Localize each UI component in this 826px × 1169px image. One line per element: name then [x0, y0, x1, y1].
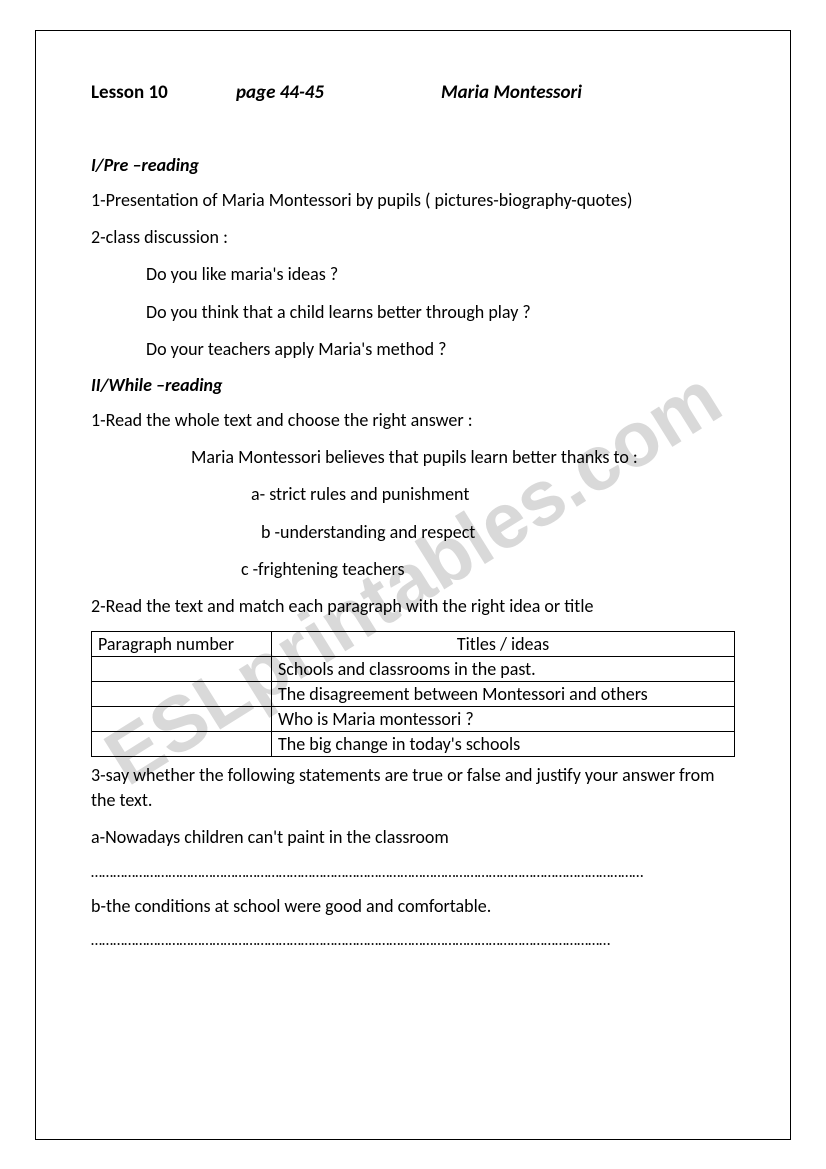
paragraph-table: Paragraph number Titles / ideas Schools … [91, 631, 735, 757]
table-row: The disagreement between Montessori and … [92, 682, 735, 707]
table-header-titles: Titles / ideas [272, 632, 735, 657]
paragraph-cell[interactable] [92, 657, 272, 682]
page-label: page 44-45 [236, 81, 441, 104]
option-a: a- strict rules and punishment [91, 482, 735, 507]
answer-line[interactable]: …………………………………………………………………………………………………………… [91, 863, 735, 882]
sec1-q1: Do you like maria's ideas ? [91, 262, 735, 287]
paragraph-cell[interactable] [92, 682, 272, 707]
lesson-label: Lesson 10 [91, 81, 236, 104]
title-cell: Who is Maria montessori ? [272, 707, 735, 732]
title-cell: The big change in today's schools [272, 732, 735, 757]
option-b: b -understanding and respect [91, 520, 735, 545]
sec1-q2: Do you think that a child learns better … [91, 300, 735, 325]
table-row: Schools and classrooms in the past. [92, 657, 735, 682]
table-row: Who is Maria montessori ? [92, 707, 735, 732]
table-row: The big change in today's schools [92, 732, 735, 757]
sec2-item2: 2-Read the text and match each paragraph… [91, 594, 735, 619]
sec1-item2: 2-class discussion : [91, 225, 735, 250]
table-header-paragraph: Paragraph number [92, 632, 272, 657]
title-label: Maria Montessori [441, 81, 582, 104]
answer-line[interactable]: …………………………………………………………………………………………………………… [91, 931, 735, 950]
sec2-item1: 1-Read the whole text and choose the rig… [91, 408, 735, 433]
sec2-stem: Maria Montessori believes that pupils le… [91, 445, 735, 470]
title-cell: The disagreement between Montessori and … [272, 682, 735, 707]
sec1-item1: 1-Presentation of Maria Montessori by pu… [91, 188, 735, 213]
sec1-q3: Do your teachers apply Maria's method ? [91, 337, 735, 362]
title-cell: Schools and classrooms in the past. [272, 657, 735, 682]
section1-heading: I/Pre –reading [91, 154, 735, 176]
section2-heading: II/While –reading [91, 374, 735, 396]
sec2-item3: 3-say whether the following statements a… [91, 763, 735, 813]
paragraph-cell[interactable] [92, 707, 272, 732]
table-row: Paragraph number Titles / ideas [92, 632, 735, 657]
paragraph-cell[interactable] [92, 732, 272, 757]
option-c: c -frightening teachers [91, 557, 735, 582]
tf-statement-b: b-the conditions at school were good and… [91, 894, 735, 919]
document-header: Lesson 10 page 44-45 Maria Montessori [91, 81, 735, 104]
tf-statement-a: a-Nowadays children can't paint in the c… [91, 825, 735, 850]
